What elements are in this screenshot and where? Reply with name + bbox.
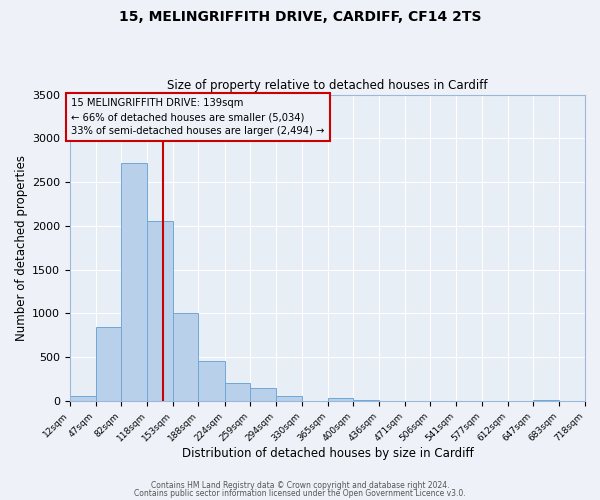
Text: Contains public sector information licensed under the Open Government Licence v3: Contains public sector information licen… bbox=[134, 488, 466, 498]
Bar bbox=[353, 400, 379, 401]
Bar bbox=[224, 382, 250, 401]
Bar bbox=[173, 312, 199, 401]
Bar bbox=[250, 388, 276, 401]
Bar bbox=[95, 326, 121, 401]
Text: 15 MELINGRIFFITH DRIVE: 139sqm
← 66% of detached houses are smaller (5,034)
33% : 15 MELINGRIFFITH DRIVE: 139sqm ← 66% of … bbox=[71, 98, 325, 136]
Bar bbox=[199, 361, 224, 401]
Bar bbox=[148, 220, 173, 401]
Text: 15, MELINGRIFFITH DRIVE, CARDIFF, CF14 2TS: 15, MELINGRIFFITH DRIVE, CARDIFF, CF14 2… bbox=[119, 10, 481, 24]
Bar bbox=[70, 396, 95, 401]
Bar bbox=[121, 163, 148, 401]
Title: Size of property relative to detached houses in Cardiff: Size of property relative to detached ho… bbox=[167, 79, 488, 92]
Y-axis label: Number of detached properties: Number of detached properties bbox=[15, 155, 28, 341]
Bar bbox=[276, 396, 302, 401]
Bar bbox=[328, 398, 353, 401]
X-axis label: Distribution of detached houses by size in Cardiff: Distribution of detached houses by size … bbox=[182, 447, 473, 460]
Text: Contains HM Land Registry data © Crown copyright and database right 2024.: Contains HM Land Registry data © Crown c… bbox=[151, 481, 449, 490]
Bar bbox=[533, 400, 559, 401]
